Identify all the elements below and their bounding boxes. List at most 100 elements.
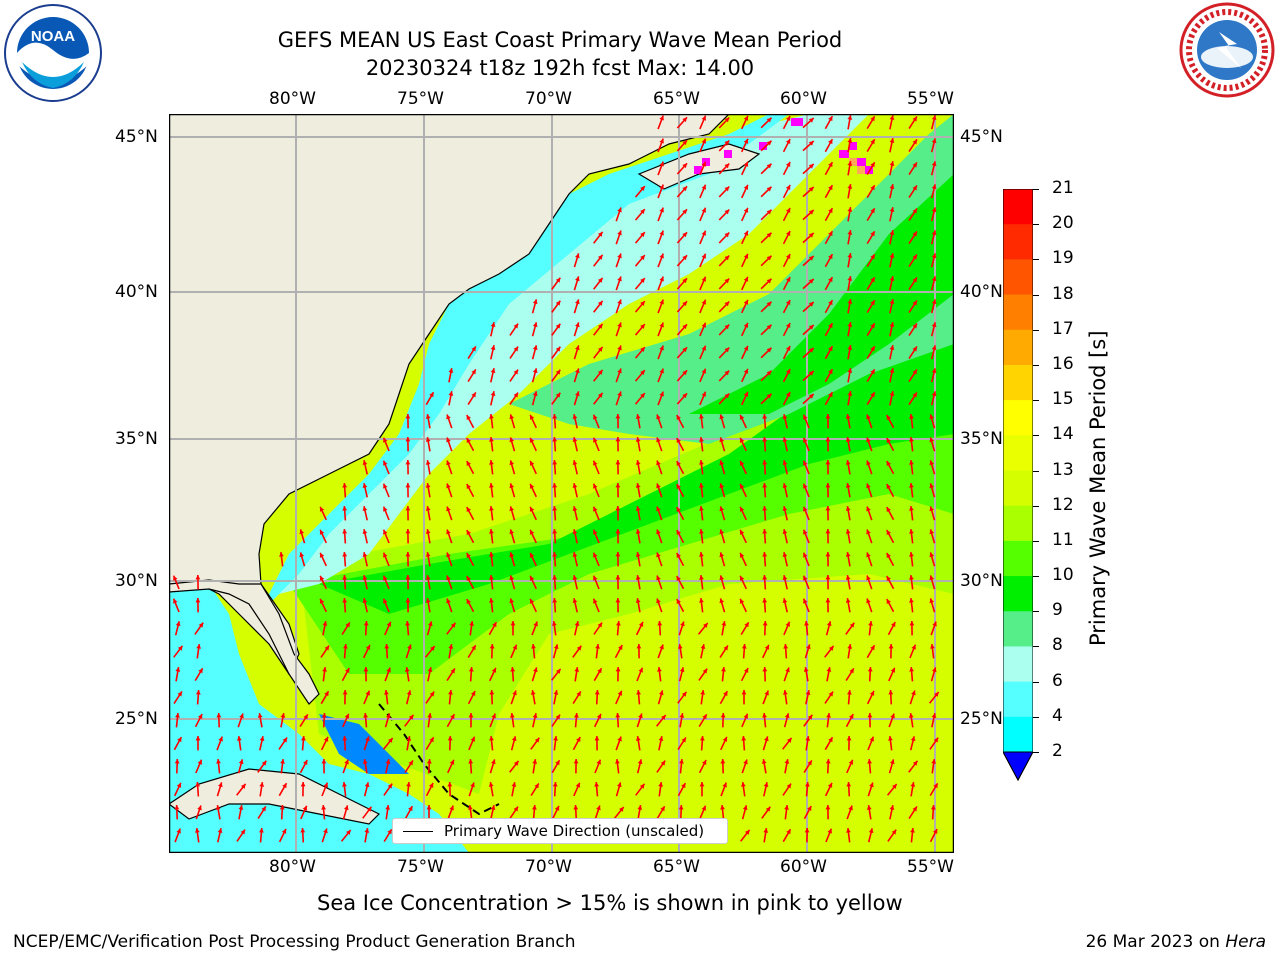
direction-arrowhead (658, 690, 664, 696)
direction-arrowhead (383, 506, 388, 512)
direction-arrowhead (640, 393, 645, 399)
direction-arrowhead (572, 529, 578, 535)
direction-arrowhead (238, 805, 244, 810)
direction-arrowhead (849, 714, 854, 720)
direction-arrowhead (218, 782, 223, 788)
direction-arrowhead (701, 805, 707, 811)
direction-arrowhead (575, 299, 580, 305)
direction-arrowhead (635, 506, 641, 511)
direction-arrowhead (929, 460, 935, 466)
direction-arrowhead (676, 461, 681, 467)
direction-arrowhead (845, 552, 851, 557)
direction-arrowhead (195, 736, 201, 741)
direction-arrowhead (870, 208, 875, 214)
direction-arrowhead (699, 529, 704, 534)
direction-arrowhead (302, 805, 308, 811)
direction-arrowhead (489, 506, 494, 511)
direction-arrowhead (888, 690, 894, 695)
colorbar-tick-label: 6 (1052, 670, 1063, 691)
direction-arrowhead (804, 828, 810, 833)
direction-arrowhead (597, 668, 602, 674)
direction-arrowhead (615, 437, 621, 442)
direction-arrowhead (364, 782, 370, 788)
direction-arrowhead (803, 529, 808, 535)
direction-arrowhead (405, 598, 411, 603)
direction-arrowhead (468, 759, 474, 764)
direction-arrowhead (427, 667, 433, 672)
direction-arrowhead (703, 623, 708, 628)
direction-arrowhead (699, 437, 704, 442)
direction-arrowhead (828, 185, 833, 191)
direction-arrowhead (870, 300, 875, 306)
direction-arrowhead (702, 668, 708, 674)
direction-arrowhead (828, 300, 833, 306)
direction-arrowhead (575, 276, 580, 282)
direction-arrowhead (866, 414, 871, 420)
direction-arrowhead (808, 301, 814, 307)
direction-arrowhead (321, 805, 326, 810)
direction-arrowhead (449, 759, 455, 765)
direction-arrowhead (766, 140, 772, 146)
direction-arrowhead (300, 828, 306, 833)
direction-arrowhead (552, 598, 558, 603)
direction-arrowhead (766, 255, 772, 261)
direction-arrowhead (931, 138, 937, 144)
direction-arrowhead (912, 116, 917, 122)
direction-arrowhead (808, 347, 814, 353)
colorbar-swatch (1003, 259, 1033, 296)
direction-arrowhead (870, 346, 875, 352)
direction-arrowhead (638, 713, 643, 719)
direction-arrowhead (912, 208, 917, 214)
direction-arrowhead (762, 529, 768, 534)
direction-arrowhead (656, 483, 661, 489)
direction-arrowhead (910, 828, 915, 833)
direction-arrowhead (596, 805, 601, 811)
direction-arrowhead (723, 645, 728, 651)
direction-arrowhead (176, 828, 181, 834)
direction-arrowhead (573, 759, 579, 764)
direction-arrowhead (763, 782, 769, 788)
direction-arrowhead (886, 576, 891, 582)
direction-arrowhead (426, 759, 432, 764)
direction-arrowhead (446, 414, 451, 420)
direction-arrowhead (803, 483, 808, 489)
colorbar-tick-mark (1033, 752, 1039, 753)
direction-arrowhead (743, 759, 748, 765)
direction-arrowhead (576, 737, 581, 743)
direction-arrowhead (764, 690, 769, 696)
colorbar-tick-label: 20 (1052, 213, 1074, 234)
direction-arrowhead (301, 736, 306, 741)
direction-arrowhead (868, 828, 874, 834)
direction-arrowhead (405, 529, 411, 534)
direction-arrowhead (784, 805, 789, 810)
direction-arrowhead (450, 668, 455, 674)
direction-arrowhead (342, 736, 348, 741)
direction-arrowhead (617, 299, 622, 305)
direction-arrowhead (387, 783, 393, 789)
direction-arrowhead (682, 163, 688, 169)
direction-arrowhead (825, 759, 831, 764)
colorbar-tick-label: 2 (1052, 741, 1063, 761)
direction-arrowhead (743, 230, 749, 236)
direction-arrowhead (724, 255, 730, 261)
direction-arrowhead (530, 690, 536, 695)
direction-arrowhead (847, 138, 853, 143)
direction-arrowhead (931, 161, 937, 167)
direction-arrowhead (743, 207, 749, 213)
direction-arrowhead (929, 552, 935, 558)
direction-arrowhead (659, 253, 664, 259)
direction-arrowhead (699, 552, 704, 557)
direction-arrowhead (766, 370, 772, 376)
direction-arrowhead (509, 483, 515, 489)
direction-arrowhead (826, 713, 831, 718)
direction-arrowhead (827, 828, 832, 834)
direction-arrowhead (828, 691, 834, 697)
direction-arrowhead (177, 645, 183, 651)
direction-arrowhead (383, 437, 388, 443)
direction-arrowhead (699, 483, 704, 488)
direction-arrowhead (702, 714, 707, 720)
direction-arrowhead (912, 231, 917, 237)
direction-arrowhead (511, 782, 517, 787)
direction-arrowhead (782, 598, 788, 604)
direction-arrowhead (785, 391, 791, 397)
